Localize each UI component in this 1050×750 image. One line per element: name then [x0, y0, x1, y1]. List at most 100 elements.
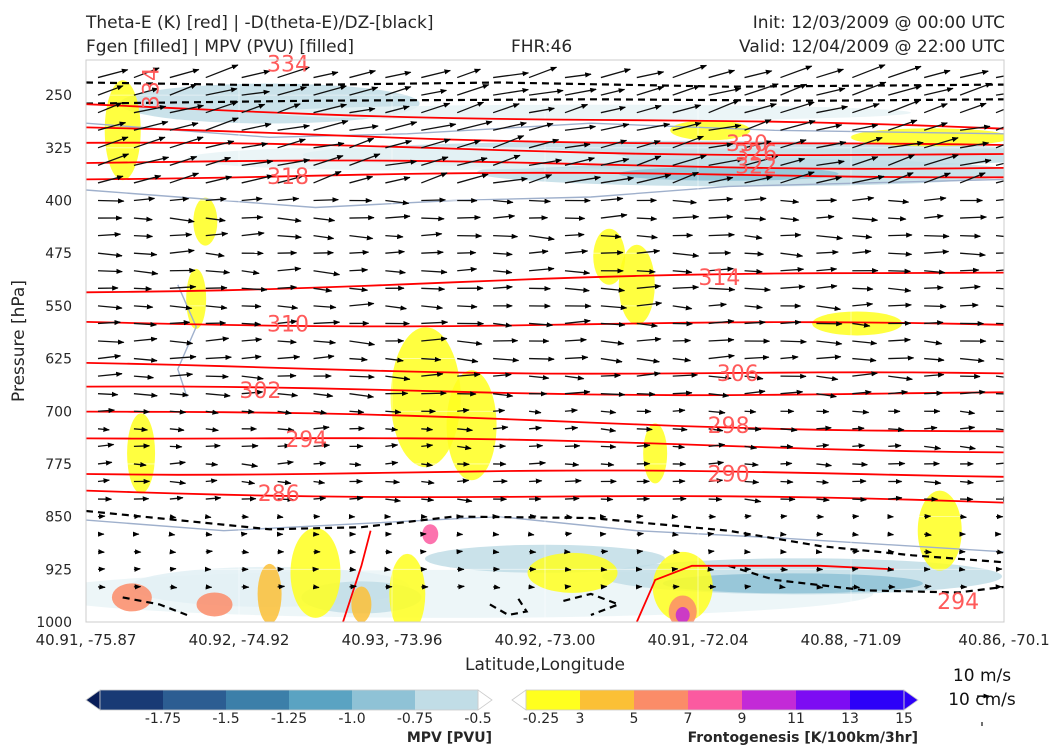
wind-arrow — [744, 234, 763, 240]
wind-arrow — [816, 305, 842, 312]
wind-arrow — [924, 269, 946, 275]
wind-arrow — [888, 85, 923, 96]
wind-arrow — [852, 81, 887, 96]
wind-arrow — [564, 142, 591, 149]
wind-arrow — [385, 159, 418, 167]
wind-arrow — [133, 87, 159, 96]
wind-arrow — [672, 390, 693, 396]
wind-arrow — [888, 140, 924, 149]
wind-arrow — [313, 354, 335, 360]
wind-arrow — [888, 495, 903, 501]
y-tick-label: 850 — [45, 510, 72, 526]
wind-arrow — [672, 121, 702, 131]
colorbar-extend-left — [511, 689, 527, 711]
wind-arrow — [349, 287, 369, 293]
wind-arrow — [888, 199, 910, 205]
wind-arrow — [887, 531, 895, 537]
wind-arrow — [205, 217, 226, 223]
wind-arrow — [313, 270, 341, 277]
wind-arrow — [169, 248, 195, 254]
wind-arrow — [636, 283, 662, 290]
wind-arrow — [564, 425, 579, 431]
wind-arrow — [672, 154, 707, 166]
wind-arrow — [528, 584, 536, 590]
wind-arrow — [708, 318, 735, 325]
wind-arrow — [672, 338, 692, 344]
wind-arrow — [456, 101, 485, 114]
filled-contour — [643, 423, 668, 484]
wind-arrow — [528, 460, 547, 466]
wind-arrow — [421, 269, 448, 275]
wind-arrow — [277, 123, 311, 131]
wind-arrow — [97, 391, 119, 397]
wind-arrow — [421, 138, 451, 149]
colorbar-tick-label: 5 — [630, 711, 639, 727]
wind-arrow — [924, 445, 942, 451]
wind-arrow — [995, 480, 1004, 483]
wind-arrow — [744, 375, 764, 381]
wind-arrow — [456, 68, 482, 79]
wind-arrow — [241, 196, 263, 202]
wind-arrow — [852, 195, 875, 202]
wind-arrow — [959, 102, 987, 114]
wind-arrow — [133, 67, 160, 79]
wind-arrow — [133, 286, 153, 292]
wind-arrow — [421, 426, 434, 432]
wind-arrow — [600, 68, 631, 79]
wind-arrow — [852, 584, 861, 590]
wind-arrow — [816, 284, 838, 290]
theta-e-contour — [86, 437, 1004, 454]
x-tick-label: 40.88, -71.09 — [801, 631, 902, 649]
wind-arrow — [277, 103, 301, 114]
wind-arrow — [241, 89, 271, 96]
wind-arrow — [241, 69, 271, 79]
wind-arrow — [241, 443, 259, 449]
theta-e-label: 286 — [258, 482, 300, 507]
wind-arrow — [708, 302, 727, 308]
wind-arrow — [241, 122, 272, 131]
wind-arrow — [600, 322, 626, 328]
dtheta-dz-contour — [86, 81, 1004, 88]
colorbar-extend-left — [85, 689, 101, 711]
wind-arrow — [313, 425, 330, 431]
colorbar-extend-right — [903, 689, 919, 711]
wind-arrow — [277, 354, 301, 360]
wind-arrow — [312, 584, 320, 590]
wind-arrow — [672, 269, 693, 275]
wind-arrow — [169, 514, 177, 520]
x-tick-label: 40.86, -70.1 — [958, 631, 1049, 649]
wind-arrow — [277, 584, 286, 590]
wind-arrow — [564, 461, 580, 468]
filled-contour — [290, 527, 341, 618]
filled-contour — [111, 583, 152, 612]
wind-arrow — [744, 461, 759, 468]
y-tick-label: 250 — [45, 88, 72, 104]
wind-arrow — [744, 140, 772, 149]
colorbar-tick-label: 11 — [787, 711, 805, 727]
wind-arrow — [708, 214, 734, 220]
wind-arrow — [924, 213, 944, 220]
wind-arrow — [672, 252, 700, 258]
wind-arrow — [744, 444, 758, 450]
x-tick-label: 40.93, -73.96 — [342, 631, 443, 649]
colorbar-label: MPV [PVU] — [407, 730, 492, 746]
colorbar-swatch — [634, 690, 689, 710]
wind-arrow — [169, 372, 194, 378]
wind-arrow — [205, 140, 235, 149]
wind-arrow — [600, 357, 623, 364]
wind-arrow — [349, 393, 375, 399]
colorbar-tick-label: -0.25 — [523, 711, 559, 727]
wind-arrow — [708, 286, 736, 292]
wind-arrow — [457, 304, 478, 310]
wind-arrow — [636, 216, 658, 222]
wind-arrow — [133, 321, 157, 328]
wind-arrow — [205, 196, 227, 202]
wind-arrow — [744, 155, 779, 167]
wind-arrow — [816, 68, 845, 79]
wind-arrow — [600, 461, 615, 468]
wind-arrow — [169, 305, 193, 311]
wind-arrow — [493, 284, 513, 290]
wind-arrow — [205, 354, 232, 361]
wind-arrow — [385, 479, 401, 485]
filled-contour — [127, 413, 156, 494]
